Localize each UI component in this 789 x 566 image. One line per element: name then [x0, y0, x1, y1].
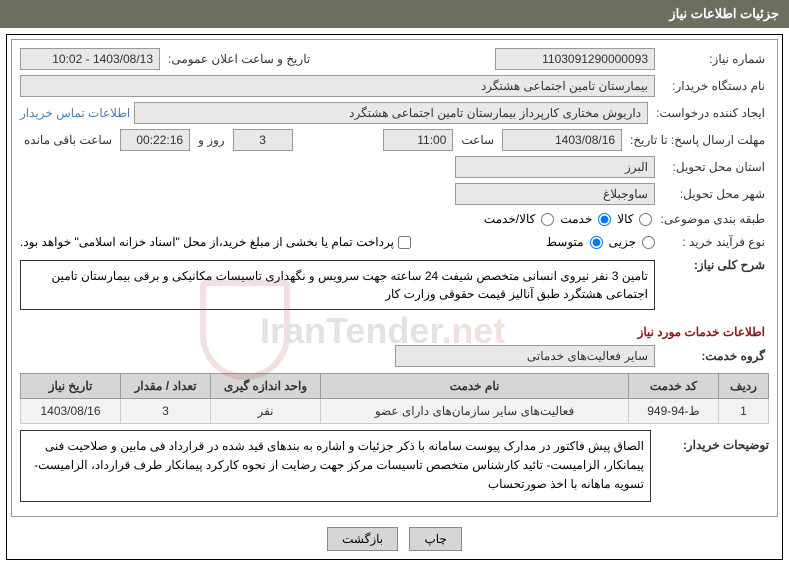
cat-goods-radio[interactable] — [639, 213, 652, 226]
row-service-group: گروه خدمت: سایر فعالیت‌های خدماتی — [20, 345, 769, 367]
services-table: ردیف کد خدمت نام خدمت واحد اندازه گیری ت… — [20, 373, 769, 424]
process-type-label: نوع فرآیند خرید : — [659, 233, 769, 251]
remaining-label: ساعت باقی مانده — [20, 131, 116, 149]
payment-note: پرداخت تمام یا بخشی از مبلغ خرید،از محل … — [20, 235, 394, 249]
need-number-value: 1103091290000093 — [495, 48, 655, 70]
buyer-note-box: الصاق پیش فاکتور در مدارک پیوست سامانه ب… — [20, 430, 651, 502]
row-buyer-org: نام دستگاه خریدار: بیمارستان تامین اجتما… — [20, 75, 769, 97]
requester-value: داریوش مختاری کارپرداز بیمارستان تامین ا… — [134, 102, 648, 124]
category-radio-group: کالا خدمت کالا/خدمت — [484, 212, 653, 226]
row-category: طبقه بندی موضوعی: کالا خدمت کالا/خدمت — [20, 210, 769, 228]
row-province: استان محل تحویل: البرز — [20, 156, 769, 178]
table-row: 1 ط-94-949 فعالیت‌های سایر سازمان‌های دا… — [21, 399, 769, 424]
cat-service-radio[interactable] — [598, 213, 611, 226]
deadline-label: مهلت ارسال پاسخ: تا تاریخ: — [626, 131, 769, 149]
th-code: کد خدمت — [629, 374, 719, 399]
requester-label: ایجاد کننده درخواست: — [652, 104, 769, 122]
cat-service-label: خدمت — [560, 212, 592, 226]
service-group-label: گروه خدمت: — [659, 347, 769, 365]
print-button[interactable]: چاپ — [409, 527, 461, 551]
buyer-org-value: بیمارستان تامین اجتماعی هشتگرد — [20, 75, 655, 97]
page-title: جزئیات اطلاعات نیاز — [669, 6, 779, 21]
city-value: ساوجبلاغ — [455, 183, 655, 205]
announce-datetime-label: تاریخ و ساعت اعلان عمومی: — [164, 50, 314, 68]
announce-datetime-value: 1403/08/13 - 10:02 — [20, 48, 160, 70]
td-date: 1403/08/16 — [21, 399, 121, 424]
process-partial-radio[interactable] — [642, 236, 655, 249]
payment-checkbox[interactable] — [398, 236, 411, 249]
row-need-number: شماره نیاز: 1103091290000093 تاریخ و ساع… — [20, 48, 769, 70]
back-button[interactable]: بازگشت — [327, 527, 398, 551]
th-row: ردیف — [719, 374, 769, 399]
days-and-label: روز و — [194, 131, 229, 149]
need-number-label: شماره نیاز: — [659, 50, 769, 68]
table-header-row: ردیف کد خدمت نام خدمت واحد اندازه گیری ت… — [21, 374, 769, 399]
td-code: ط-94-949 — [629, 399, 719, 424]
time-remaining-value: 00:22:16 — [120, 129, 190, 151]
buyer-org-label: نام دستگاه خریدار: — [659, 77, 769, 95]
td-qty: 3 — [121, 399, 211, 424]
td-unit: نفر — [211, 399, 321, 424]
inner-panel: شماره نیاز: 1103091290000093 تاریخ و ساع… — [11, 39, 778, 517]
service-group-value: سایر فعالیت‌های خدماتی — [395, 345, 655, 367]
process-medium-radio[interactable] — [590, 236, 603, 249]
cat-both-label: کالا/خدمت — [484, 212, 535, 226]
time-label: ساعت — [457, 131, 498, 149]
row-buyer-note: توضیحات خریدار: الصاق پیش فاکتور در مدار… — [20, 430, 769, 502]
th-date: تاریخ نیاز — [21, 374, 121, 399]
td-row: 1 — [719, 399, 769, 424]
td-name: فعالیت‌های سایر سازمان‌های دارای عضو — [321, 399, 629, 424]
province-label: استان محل تحویل: — [659, 158, 769, 176]
cat-both-radio[interactable] — [541, 213, 554, 226]
button-row: چاپ بازگشت — [11, 517, 778, 555]
page-header: جزئیات اطلاعات نیاز — [0, 0, 789, 28]
buyer-note-label: توضیحات خریدار: — [659, 430, 769, 452]
row-process-type: نوع فرآیند خرید : جزیی متوسط پرداخت تمام… — [20, 233, 769, 251]
th-qty: تعداد / مقدار — [121, 374, 211, 399]
th-unit: واحد اندازه گیری — [211, 374, 321, 399]
process-medium-label: متوسط — [546, 235, 584, 249]
category-label: طبقه بندی موضوعی: — [656, 210, 769, 228]
main-panel: شماره نیاز: 1103091290000093 تاریخ و ساع… — [6, 34, 783, 560]
th-name: نام خدمت — [321, 374, 629, 399]
process-radio-group: جزیی متوسط — [546, 235, 655, 249]
province-value: البرز — [455, 156, 655, 178]
row-deadline: مهلت ارسال پاسخ: تا تاریخ: 1403/08/16 سا… — [20, 129, 769, 151]
services-table-wrap: ردیف کد خدمت نام خدمت واحد اندازه گیری ت… — [20, 373, 769, 424]
main-desc-label: شرح کلی نیاز: — [659, 256, 769, 274]
main-desc-box: تامین 3 نفر نیروی انسانی متخصص شیفت 24 س… — [20, 260, 655, 310]
city-label: شهر محل تحویل: — [659, 185, 769, 203]
row-requester: ایجاد کننده درخواست: داریوش مختاری کارپر… — [20, 102, 769, 124]
days-count-value: 3 — [233, 129, 293, 151]
cat-goods-label: کالا — [617, 212, 633, 226]
row-main-desc: شرح کلی نیاز: تامین 3 نفر نیروی انسانی م… — [20, 256, 769, 314]
deadline-time-value: 11:00 — [383, 129, 453, 151]
payment-checkbox-wrap: پرداخت تمام یا بخشی از مبلغ خرید،از محل … — [20, 235, 411, 249]
deadline-date-value: 1403/08/16 — [502, 129, 622, 151]
process-partial-label: جزیی — [609, 235, 636, 249]
row-city: شهر محل تحویل: ساوجبلاغ — [20, 183, 769, 205]
services-section-header: اطلاعات خدمات مورد نیاز — [20, 319, 769, 345]
contact-buyer-link[interactable]: اطلاعات تماس خریدار — [20, 106, 130, 120]
